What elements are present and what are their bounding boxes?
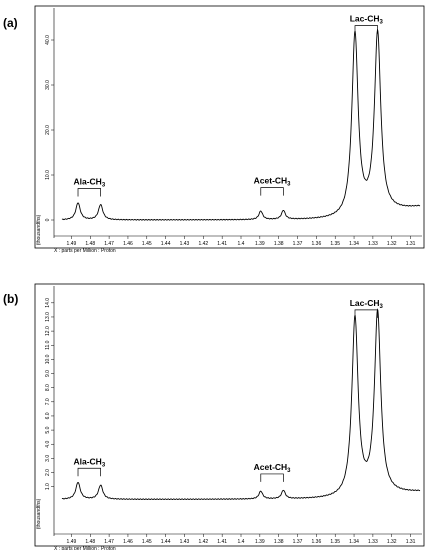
x-tick-label: 1.47 xyxy=(104,539,114,545)
x-tick-label: 1.34 xyxy=(349,241,359,247)
x-tick-label: 1.32 xyxy=(387,539,397,545)
peak-annotation: Lac-CH3 xyxy=(350,14,384,26)
y-tick-label: 40.0 xyxy=(45,35,51,45)
nmr-spectrum-b: 1.0 2.0 3.0 4.0 5.0 6.0 7.0 8.0 9.0 10.0 11.0 12.0 1… xyxy=(34,283,425,550)
peak-bracket xyxy=(77,467,101,477)
x-tick-label: 1.44 xyxy=(161,241,171,247)
y-axis-title: (thousandths) xyxy=(36,498,42,529)
x-axis-title: X : parts per Million : Proton xyxy=(54,546,116,550)
x-tick-label: 1.31 xyxy=(406,539,416,545)
y-tick-label: 2.0 xyxy=(45,469,51,476)
panel-label-b: (b) xyxy=(3,292,19,306)
x-tick-label: 1.34 xyxy=(349,539,359,545)
y-tick-label: 9.0 xyxy=(45,370,51,377)
peak-annotation: Lac-CH3 xyxy=(350,298,384,310)
y-tick-label: 6.0 xyxy=(45,412,51,419)
y-tick-label: 14.0 xyxy=(45,298,51,308)
x-tick-label: 1.45 xyxy=(142,241,152,247)
x-tick-label: 1.32 xyxy=(387,241,397,247)
panel-label-a: (a) xyxy=(3,16,18,30)
x-tick-label: 1.46 xyxy=(123,539,133,545)
peak-bracket xyxy=(77,188,101,197)
x-tick-label: 1.42 xyxy=(198,539,208,545)
x-tick-label: 1.38 xyxy=(274,241,284,247)
x-tick-label: 1.37 xyxy=(293,241,303,247)
x-tick-label: 1.43 xyxy=(180,241,190,247)
peak-bracket xyxy=(260,187,284,196)
x-tick-label: 1.44 xyxy=(161,539,171,545)
x-tick-label: 1.31 xyxy=(406,241,416,247)
y-tick-label: 12.0 xyxy=(45,326,51,336)
x-tick-label: 1.41 xyxy=(217,241,227,247)
y-tick-label: 3.0 xyxy=(45,455,51,462)
y-tick-label: 8.0 xyxy=(45,384,51,391)
peak-bracket xyxy=(354,309,378,318)
x-tick-label: 1.42 xyxy=(198,241,208,247)
x-tick-label: 1.49 xyxy=(67,241,77,247)
x-tick-label: 1.49 xyxy=(67,539,77,545)
peak-annotation: Acet-CH3 xyxy=(254,176,292,188)
x-tick-label: 1.38 xyxy=(274,539,284,545)
x-tick-label: 1.39 xyxy=(255,539,265,545)
y-tick-label: 4.0 xyxy=(45,441,51,448)
x-tick-label: 1.48 xyxy=(85,539,95,545)
x-tick-label: 1.48 xyxy=(85,241,95,247)
peak-annotation: Acet-CH3 xyxy=(254,462,292,474)
x-tick-label: 1.35 xyxy=(330,241,340,247)
x-tick-label: 1.47 xyxy=(104,241,114,247)
y-tick-label: 11.0 xyxy=(45,340,51,350)
peak-bracket xyxy=(354,25,378,34)
x-tick-label: 1.35 xyxy=(330,539,340,545)
panel-b: (b) 1.0 2.0 3.0 4.0 5.0 6.0 7.0 8.0 9.0 10.0 11.0 1… xyxy=(0,270,429,550)
spectrum-trace xyxy=(61,308,421,500)
nmr-spectrum-a: 0 10.0 20.0 30.0 40.0 (thousandths) 1.49 1.48 1.… xyxy=(34,5,425,254)
y-tick-label: 20.0 xyxy=(45,125,51,135)
peak-annotation: Ala-CH3 xyxy=(73,456,105,468)
panel-a: (a) 0 10.0 20.0 30.0 40.0 (thousandths) 1.49 1.… xyxy=(0,0,429,265)
x-tick-label: 1.4 xyxy=(238,539,245,545)
y-tick-label: 0 xyxy=(45,218,51,221)
y-tick-label: 13.0 xyxy=(45,312,51,322)
peak-annotation: Ala-CH3 xyxy=(73,177,105,189)
y-tick-label: 10.0 xyxy=(45,354,51,364)
y-tick-label: 10.0 xyxy=(45,170,51,180)
x-tick-label: 1.39 xyxy=(255,241,265,247)
plot-frame xyxy=(34,283,425,547)
x-tick-label: 1.43 xyxy=(180,539,190,545)
y-tick-label: 30.0 xyxy=(45,80,51,90)
y-tick-label: 7.0 xyxy=(45,398,51,405)
y-tick-label: 5.0 xyxy=(45,426,51,433)
x-tick-label: 1.36 xyxy=(312,241,322,247)
plot-frame xyxy=(34,5,425,249)
x-tick-label: 1.36 xyxy=(312,539,322,545)
y-tick-label: 1.0 xyxy=(45,483,51,490)
spectrum-trace xyxy=(61,28,421,221)
x-tick-label: 1.33 xyxy=(368,539,378,545)
y-axis-title: (thousandths) xyxy=(36,214,42,245)
x-tick-label: 1.45 xyxy=(142,539,152,545)
x-tick-label: 1.4 xyxy=(238,241,245,247)
x-tick-label: 1.33 xyxy=(368,241,378,247)
x-tick-label: 1.37 xyxy=(293,539,303,545)
x-axis-title: X : parts per Million : Proton xyxy=(54,248,116,254)
peak-bracket xyxy=(260,473,284,482)
x-tick-label: 1.41 xyxy=(217,539,227,545)
x-tick-label: 1.46 xyxy=(123,241,133,247)
